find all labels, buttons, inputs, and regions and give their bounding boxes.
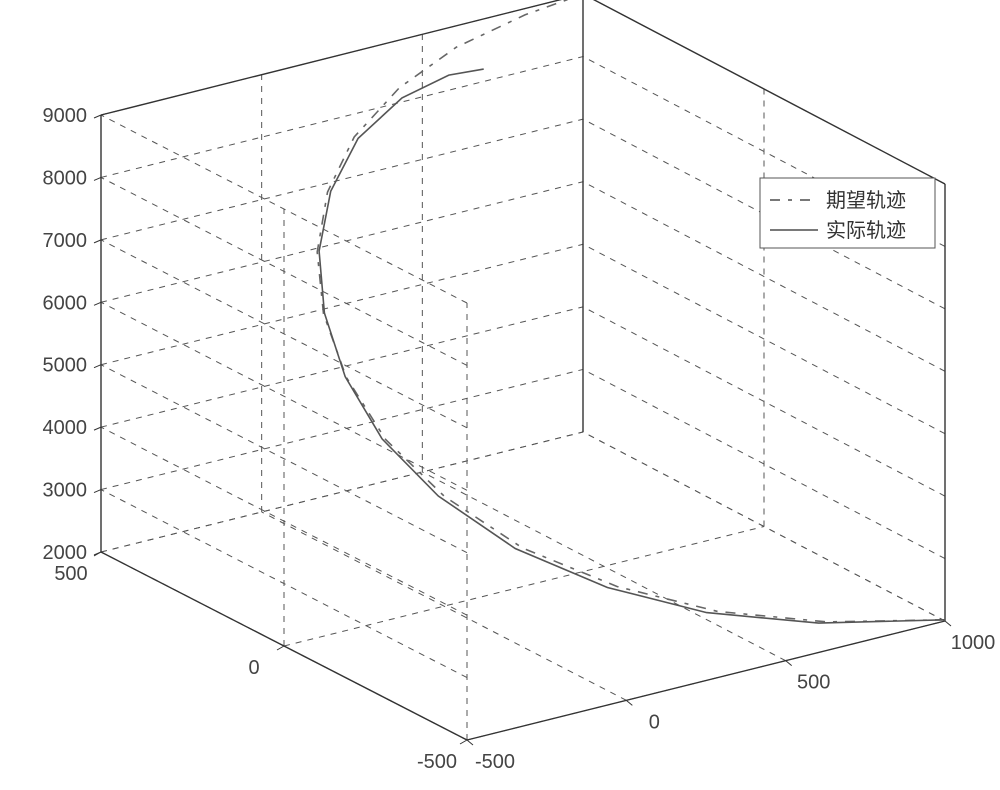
z-tick-label: 2000 bbox=[43, 542, 88, 564]
x-tick-label: 1000 bbox=[951, 632, 996, 654]
z-tick-label: 9000 bbox=[43, 105, 88, 127]
z-tick-label: 7000 bbox=[43, 230, 88, 252]
y-tick-label: 0 bbox=[248, 657, 259, 679]
x-tick-label: 500 bbox=[797, 672, 830, 694]
z-tick-label: 3000 bbox=[43, 480, 88, 502]
z-tick-label: 6000 bbox=[43, 292, 88, 314]
y-tick-label: -500 bbox=[417, 751, 457, 773]
y-tick-label: 500 bbox=[54, 563, 87, 585]
chart-svg: 20003000400050006000700080009000-5000500… bbox=[0, 0, 1000, 790]
z-tick-label: 5000 bbox=[43, 355, 88, 377]
legend-label: 期望轨迹 bbox=[826, 189, 906, 212]
x-tick-label: -500 bbox=[475, 751, 515, 773]
legend-label: 实际轨迹 bbox=[826, 219, 906, 242]
legend: 期望轨迹实际轨迹 bbox=[760, 178, 935, 248]
x-tick-label: 0 bbox=[649, 711, 660, 733]
z-tick-label: 4000 bbox=[43, 417, 88, 439]
chart-3d-trajectory: 20003000400050006000700080009000-5000500… bbox=[0, 0, 1000, 790]
z-tick-label: 8000 bbox=[43, 167, 88, 189]
